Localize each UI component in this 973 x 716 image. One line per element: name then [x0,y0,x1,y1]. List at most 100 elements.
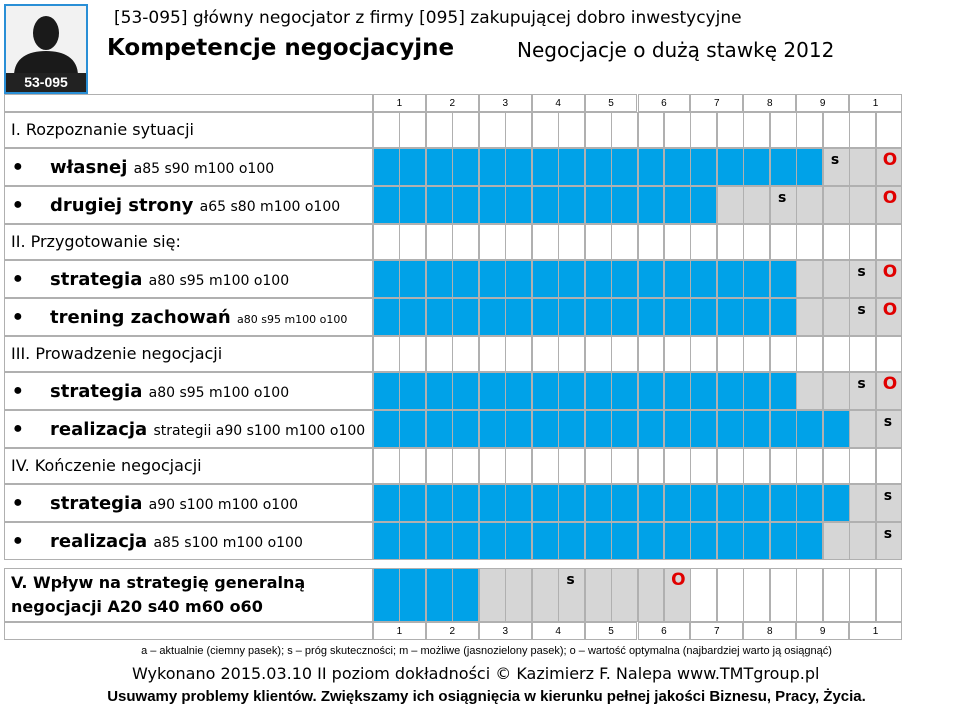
competency-name: realizacja a85 s100 m100 o100 [50,531,303,552]
competency-row-cell [716,260,744,298]
competency-row-optimal-mark: O [882,300,898,320]
person-code: 53-095 [6,73,86,92]
competency-row-cell [558,148,586,186]
competency-row-cell [584,372,612,410]
competency-row-cell [425,522,453,560]
competency-row-optimal-mark: O [882,188,898,208]
competency-row-label: ● drugiej strony a65 s80 m100 o100 [4,186,373,224]
legend-text: a – aktualnie (ciemny pasek); s – próg s… [141,645,832,657]
competency-row-cell [611,372,638,410]
competency-row-cell [584,298,612,336]
final-row-cell [690,568,718,622]
made-by-line: Wykonano 2015.03.10 II poziom dokładnośc… [132,664,820,683]
competency-row-cell [399,148,427,186]
section-empty-cell [505,448,533,484]
competency-row-cell [822,410,850,448]
competency-name: drugiej strony a65 s80 m100 o100 [50,195,341,216]
competency-row-cell [558,522,586,560]
competency-row-label: ● strategia a80 s95 m100 o100 [4,260,373,298]
competency-name: trening zachowań a80 s95 m100 o100 [50,307,348,328]
competency-row-cell [769,484,797,522]
competency-row-cell [478,186,506,224]
section-empty-cell [478,112,506,148]
section-empty-cell [690,224,718,260]
competency-row-cell [743,410,771,448]
competency-row-cell [769,298,797,336]
section-empty-cell [558,448,586,484]
competency-row-cell [478,260,506,298]
section-empty-cell [531,224,559,260]
final-row-label: V. Wpływ na strategię generalną negocjacj… [4,568,373,622]
top-scale-tick-label: 8 [743,94,797,112]
section-empty-cell [452,336,480,372]
section-empty-cell [716,448,744,484]
bottom-scale-tick-label: 4 [531,622,585,640]
competency-name: strategia a80 s95 m100 o100 [50,381,290,402]
page-subtitle: Negocjacje o dużą stawkę 2012 [517,38,835,62]
final-row-threshold-mark: s [566,572,575,588]
competency-row-cell [796,372,824,410]
section-empty-cell [505,112,533,148]
competency-row-cell [663,260,691,298]
section-empty-cell [796,112,824,148]
competency-row-cell [531,148,559,186]
competency-row-cell [690,522,718,560]
competency-row-cell [663,298,691,336]
competency-row-cell [822,484,850,522]
bullet-icon: ● [13,308,23,325]
competency-row-cell [505,522,533,560]
competency-row-cell [425,484,453,522]
competency-row-cell [373,260,400,298]
bullet-icon: ● [13,494,23,511]
section-empty-cell [425,224,453,260]
person-silhouette-icon [14,16,78,76]
section-empty-cell [399,336,427,372]
competency-row-cell [425,372,453,410]
final-row-cell [822,568,850,622]
competency-row-cell [716,148,744,186]
competency-row-cell [822,298,850,336]
competency-row-cell [531,372,559,410]
competency-row-cell [663,186,691,224]
competency-row-cell [690,186,718,224]
competency-row-cell [716,522,744,560]
section-empty-cell [373,224,400,260]
competency-row-cell [769,410,797,448]
section-empty-cell [452,224,480,260]
competency-row-cell [875,484,903,522]
competency-row-cell [875,298,903,336]
competency-row-cell [743,148,771,186]
competency-row-cell [875,372,903,410]
final-row-optimal-mark: O [671,570,686,590]
section-title: III. Prowadzenie negocjacji [11,344,223,363]
competency-row-cell [663,484,691,522]
competency-row-cell [849,372,877,410]
competency-row-label: ● realizacja a85 s100 m100 o100 [4,522,373,560]
bullet-icon: ● [13,270,23,287]
competency-row-cell [425,186,453,224]
section-empty-cell [637,448,665,484]
section-empty-cell [849,112,877,148]
final-row-cell [849,568,877,622]
section-empty-cell [531,448,559,484]
competency-row-cell [531,410,559,448]
final-row-cell [399,568,427,622]
competency-row-cell [690,298,718,336]
competency-row-cell [505,484,533,522]
final-row-cell [796,568,824,622]
competency-row-cell [558,186,586,224]
section-row: III. Prowadzenie negocjacji [4,336,373,372]
section-empty-cell [849,336,877,372]
final-row-cell [875,568,903,622]
competency-row-cell [637,410,665,448]
competency-row-cell [822,260,850,298]
competency-row-cell [531,522,559,560]
competency-row-cell [452,298,480,336]
section-empty-cell [425,112,453,148]
section-empty-cell [637,336,665,372]
bottom-scale-label-blank [4,622,373,640]
section-row: II. Przygotowanie się: [4,224,373,260]
final-row-cell [769,568,797,622]
competency-row-optimal-mark: O [882,150,898,170]
section-empty-cell [373,112,400,148]
